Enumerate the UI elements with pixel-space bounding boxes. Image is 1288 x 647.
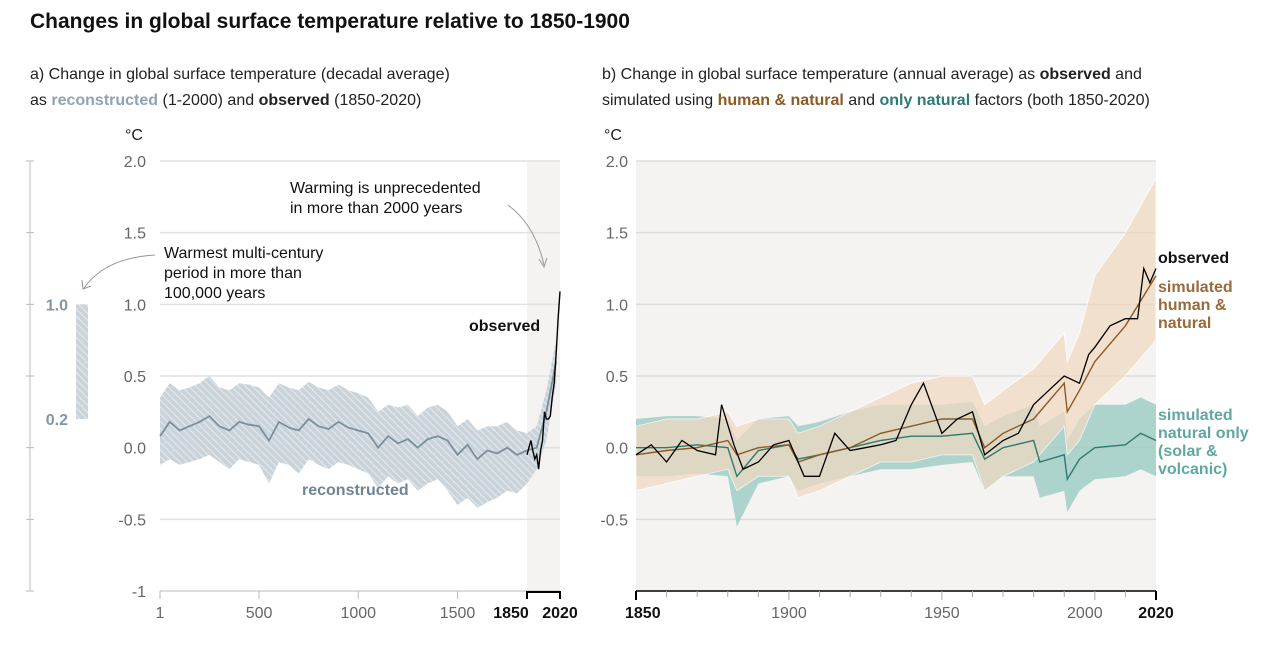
y-tick-label: 0.5: [124, 369, 146, 386]
subtitle-line: as reconstructed (1-2000) and observed (…: [30, 88, 450, 114]
natural-only-label: simulated: [1158, 407, 1233, 424]
observed-label: observed: [1158, 250, 1229, 267]
x-tick-label: 2020: [542, 605, 578, 622]
text-observed: observed: [258, 92, 330, 109]
subtitle-line: b) Change in global surface temperature …: [602, 62, 1150, 88]
human-natural-label: human &: [1158, 297, 1227, 314]
warmest-low-label: 0.2: [46, 412, 68, 429]
observed-line: [635, 266, 1157, 477]
y-tick-label: 0.0: [124, 441, 146, 458]
reconstructed-line: [159, 361, 557, 461]
annotation-warmest: 100,000 years: [164, 285, 265, 302]
y-tick-label: 0.0: [606, 441, 628, 458]
x-tick-label: 1500: [440, 605, 476, 622]
x-tick-label: 1850: [625, 605, 661, 622]
y-tick-label: -1: [132, 584, 146, 601]
observed-label: observed: [469, 318, 540, 335]
panel-a-unit: °C: [125, 127, 143, 144]
text: b) Change in global surface temperature …: [602, 66, 1040, 83]
text: as: [30, 92, 52, 109]
panel-a-subtitle: a) Change in global surface temperature …: [30, 62, 450, 114]
x-tick-label: 1900: [771, 605, 807, 622]
text-human: human & natural: [717, 92, 844, 109]
y-tick-label: 2.0: [124, 154, 146, 171]
text: and: [1110, 66, 1142, 83]
arrowhead-icon: [81, 279, 92, 290]
text: (1850-2020): [329, 92, 422, 109]
annotation-arrow: [83, 254, 156, 289]
reconstructed-uncertainty-band: [160, 340, 557, 508]
x-tick-label: 1950: [924, 605, 960, 622]
text: (1-2000) and: [158, 92, 259, 109]
text-reconstructed: reconstructed: [51, 92, 159, 109]
y-tick-label: 1.5: [124, 226, 146, 243]
annotation-unprecedented: in more than 2000 years: [290, 200, 463, 217]
reconstructed-label: reconstructed: [302, 482, 409, 499]
y-tick-label: -0.5: [118, 512, 146, 529]
y-tick-label: -0.5: [600, 512, 628, 529]
x-tick-label: 1000: [340, 605, 376, 622]
subtitle-line: simulated using human & natural and only…: [602, 88, 1150, 114]
y-tick-label: 0.5: [606, 369, 628, 386]
x-tick-label: 500: [246, 605, 273, 622]
x-tick-label: 1: [156, 605, 165, 622]
observed-line: [526, 291, 561, 470]
panel-b-unit: °C: [604, 127, 622, 144]
text-observed: observed: [1039, 66, 1111, 83]
human-natural-line: [635, 275, 1157, 463]
subtitle-line: a) Change in global surface temperature …: [30, 66, 450, 83]
x-tick-label: 2000: [1067, 605, 1103, 622]
annotation-warmest: Warmest multi-century: [164, 245, 323, 262]
natural-only-line: [636, 432, 1157, 482]
arrowhead-icon: [538, 257, 548, 269]
text: factors (both 1850-2020): [970, 92, 1150, 109]
natural-only-label: volcanic): [1158, 461, 1227, 478]
text: simulated using: [602, 92, 718, 109]
natural-only-label: (solar &: [1158, 443, 1218, 460]
text: and: [843, 92, 880, 109]
y-tick-label: 1.5: [606, 226, 628, 243]
natural-only-label: natural only: [1158, 425, 1249, 442]
panel-b-subtitle: b) Change in global surface temperature …: [602, 62, 1150, 114]
annotation-unprecedented: Warming is unprecedented: [290, 180, 481, 197]
warmest-period-bar: [76, 304, 88, 419]
text-natural: only natural: [879, 92, 971, 109]
human-natural-label: simulated: [1158, 279, 1233, 296]
human-natural-label: natural: [1158, 315, 1211, 332]
y-tick-label: 1.0: [606, 297, 628, 314]
y-tick-label: 2.0: [606, 154, 628, 171]
annotation-warmest: period in more than: [164, 265, 302, 282]
figure-title: Changes in global surface temperature re…: [30, 10, 630, 33]
x-tick-label: 2020: [1138, 605, 1174, 622]
warmest-high-label: 1.0: [46, 297, 68, 314]
y-tick-label: 1.0: [124, 297, 146, 314]
x-tick-label: 1850: [493, 605, 529, 622]
annotation-arrow: [507, 204, 545, 266]
